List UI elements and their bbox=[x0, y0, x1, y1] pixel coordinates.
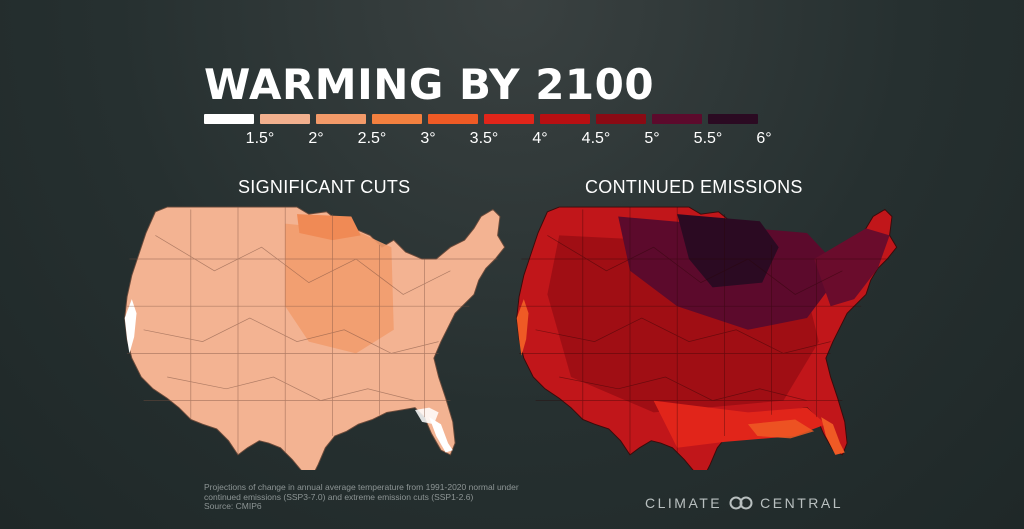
map-label-significant-cuts: SIGNIFICANT CUTS bbox=[238, 177, 411, 197]
temperature-legend: 1.5° 2° 2.5° 3° 3.5° 4° 4.5° 5° 5.5° 6° bbox=[204, 114, 824, 154]
page-title: WARMING BY 2100 bbox=[204, 60, 655, 109]
legend-swatch bbox=[316, 114, 366, 124]
source-note-line-1: Projections of change in annual average … bbox=[204, 482, 519, 492]
brand-word-left: CLIMATE bbox=[645, 495, 723, 511]
climate-central-logo: CLIMATE CENTRAL bbox=[645, 495, 843, 511]
legend-swatch bbox=[708, 114, 758, 124]
source-note: Projections of change in annual average … bbox=[204, 482, 604, 512]
legend-label: 5.5° bbox=[693, 130, 723, 147]
legend-label: 3° bbox=[420, 130, 436, 147]
source-note-line-2: continued emissions (SSP3-7.0) and extre… bbox=[204, 491, 474, 502]
legend-label: 2.5° bbox=[357, 130, 387, 147]
legend-label: 4.5° bbox=[581, 130, 611, 147]
legend-swatch bbox=[372, 114, 422, 124]
legend-label: 5° bbox=[644, 130, 660, 147]
maps-container bbox=[124, 206, 898, 470]
map-continued-emissions bbox=[516, 206, 898, 470]
map-significant-cuts bbox=[124, 206, 506, 470]
legend-swatch bbox=[596, 114, 646, 124]
legend-swatch bbox=[204, 114, 254, 124]
legend-label: 1.5° bbox=[245, 130, 275, 147]
legend-swatch bbox=[428, 114, 478, 124]
legend-swatch bbox=[260, 114, 310, 124]
legend-label: 3.5° bbox=[469, 130, 499, 147]
source-note-line-3: Source: CMIP6 bbox=[204, 501, 262, 511]
linked-rings-icon bbox=[729, 496, 753, 510]
legend-label: 2° bbox=[308, 130, 324, 147]
legend-swatch bbox=[652, 114, 702, 124]
legend-label: 4° bbox=[532, 130, 548, 147]
map-label-continued-emissions: CONTINUED EMISSIONS bbox=[585, 177, 803, 197]
brand-word-right: CENTRAL bbox=[760, 495, 843, 511]
legend-swatch bbox=[484, 114, 534, 124]
legend-label: 6° bbox=[756, 130, 772, 147]
legend-swatch bbox=[540, 114, 590, 124]
